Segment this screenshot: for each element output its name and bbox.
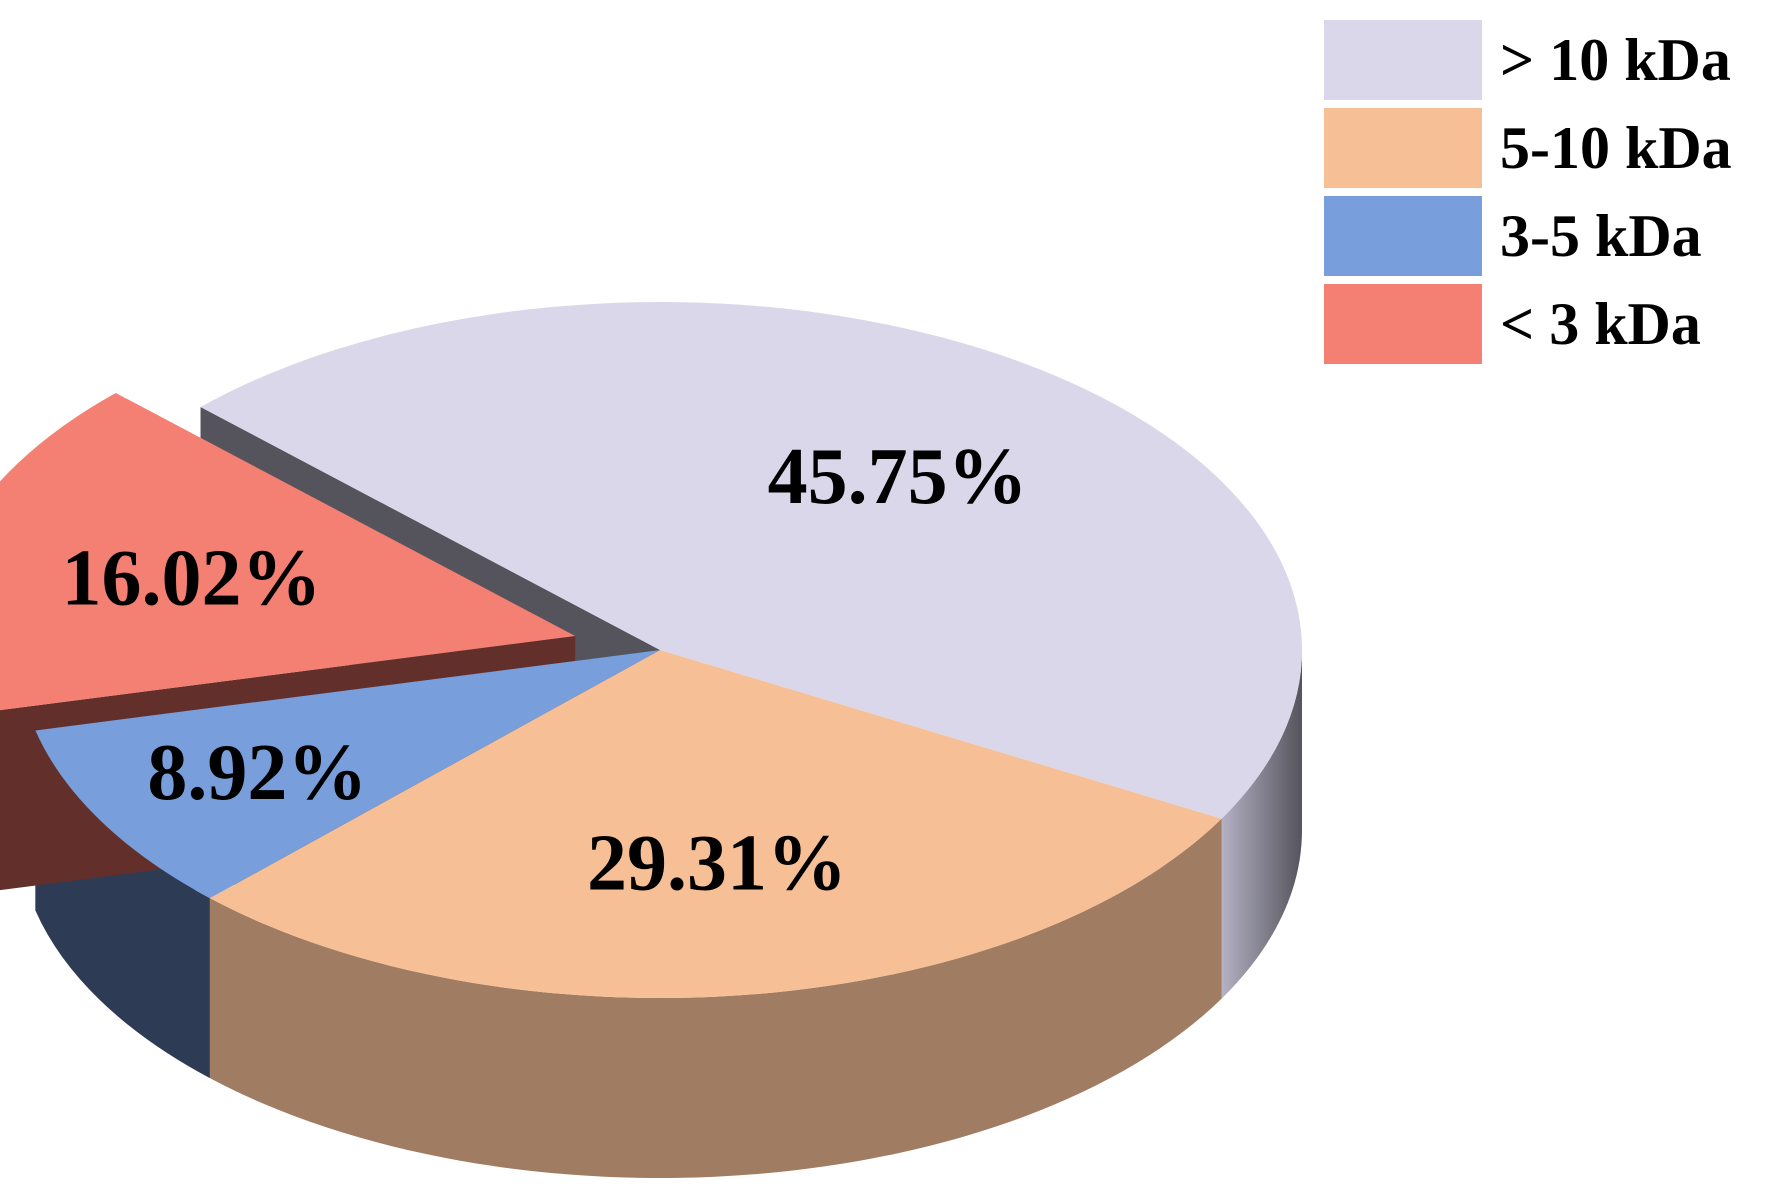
- legend-label-3-5-kda: 3-5 kDa: [1500, 203, 1702, 269]
- pie-side-gt-10-kda: [1221, 650, 1302, 999]
- slice-value-label-gt-10-kda: 45.75%: [768, 433, 1028, 521]
- pie-slice-5-10-kda: [209, 650, 1222, 998]
- slice-value-label-lt-3-kda: 16.02%: [62, 534, 322, 622]
- legend-swatch-5-10-kda: [1324, 108, 1482, 188]
- legend-swatch-lt-3-kda: [1324, 284, 1482, 364]
- pie-top-faces: [0, 302, 1302, 998]
- pie-slice-3-5-kda: [35, 650, 660, 899]
- slice-value-label-5-10-kda: 29.31%: [587, 820, 847, 908]
- legend-swatch-3-5-kda: [1324, 196, 1482, 276]
- legend: > 10 kDa 5-10 kDa 3-5 kDa < 3 kDa: [1324, 20, 1732, 364]
- slice-value-label-3-5-kda: 8.92%: [147, 729, 367, 817]
- legend-label-lt-3-kda: < 3 kDa: [1500, 291, 1701, 357]
- legend-label-5-10-kda: 5-10 kDa: [1500, 115, 1732, 181]
- pie-value-labels: 45.75% 29.31% 8.92% 16.02%: [62, 433, 1028, 908]
- legend-swatch-gt-10-kda: [1324, 20, 1482, 100]
- pie-slice-gt-10-kda: [200, 302, 1302, 819]
- pie-slice-lt-3-kda: [0, 392, 576, 711]
- legend-label-gt-10-kda: > 10 kDa: [1500, 27, 1731, 93]
- pie-side-5-10-kda: [209, 818, 1222, 1178]
